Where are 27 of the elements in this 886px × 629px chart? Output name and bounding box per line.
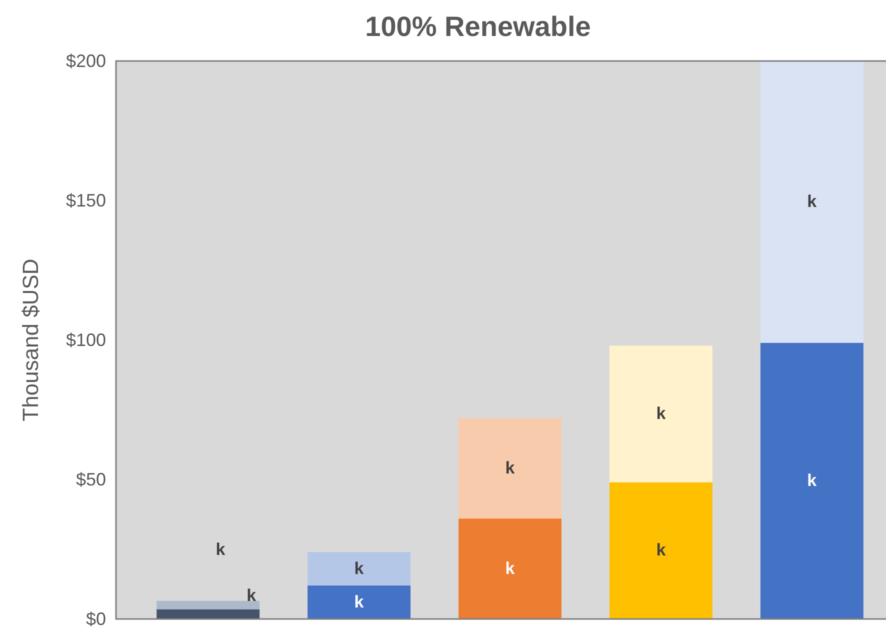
y-tick-label: $200 <box>66 51 106 71</box>
bar <box>760 342 864 619</box>
y-tick-label: $50 <box>76 470 106 490</box>
bar <box>458 418 562 519</box>
bar <box>156 609 260 619</box>
data-label: k <box>505 458 516 478</box>
data-label: k <box>216 540 226 559</box>
y-tick-label: $0 <box>86 609 106 629</box>
bar <box>609 346 712 482</box>
bar <box>609 482 712 619</box>
data-label: k <box>656 404 666 423</box>
y-tick-label: $100 <box>66 330 106 350</box>
bar <box>308 586 411 619</box>
bar <box>156 600 260 610</box>
data-label: k <box>505 558 516 578</box>
y-tick-label: $150 <box>66 190 106 210</box>
data-label: k <box>807 470 818 490</box>
data-label: k <box>656 540 666 560</box>
bar <box>760 61 864 343</box>
data-label: k <box>246 586 257 606</box>
data-label: k <box>354 592 364 612</box>
data-label: k <box>807 192 818 211</box>
chart-title: 100% Renewable <box>365 11 591 42</box>
y-axis-title: Thousand $USD <box>18 258 43 422</box>
data-label: k <box>354 558 364 578</box>
bar <box>308 552 411 586</box>
bar <box>458 518 562 619</box>
